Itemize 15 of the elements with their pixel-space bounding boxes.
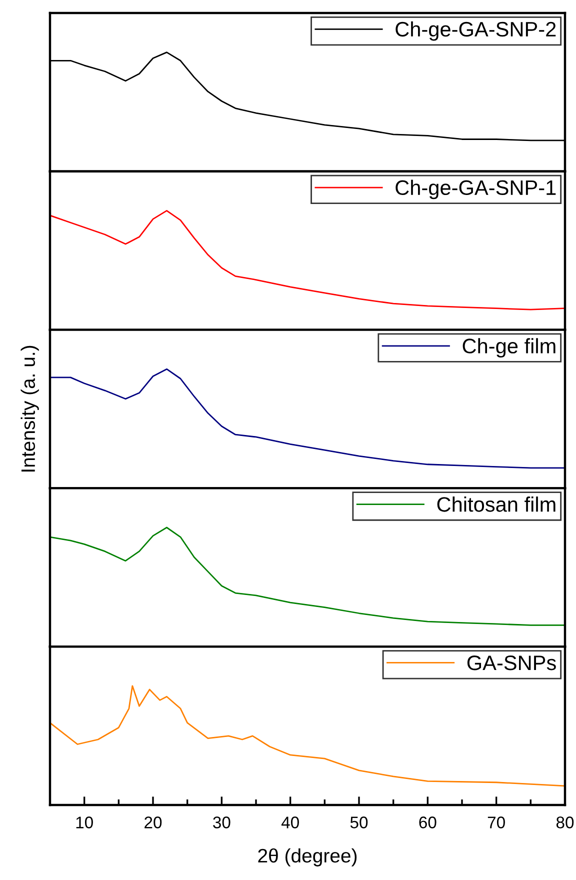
- x-tick-label: 10: [76, 816, 93, 828]
- y-axis-title: Intensity (a. u.): [20, 346, 39, 472]
- x-tick-label: 70: [488, 816, 505, 828]
- legend-label: Ch-ge-GA-SNP-1: [396, 180, 556, 200]
- legend-label: GA-SNPs: [467, 655, 556, 670]
- x-tick-label: 50: [350, 816, 368, 828]
- legend-label: Ch-ge film: [462, 338, 556, 358]
- x-tick-label: 80: [556, 816, 574, 828]
- x-tick-label: 40: [281, 816, 299, 828]
- x-tick-label: 20: [144, 816, 162, 828]
- x-axis-title: 2θ (degree): [258, 848, 357, 866]
- legend-label: Ch-ge-GA-SNP-2: [396, 21, 556, 41]
- legend-label: Chitosan film: [437, 496, 556, 512]
- x-tick-label: 60: [419, 816, 436, 828]
- x-tick-label: 30: [213, 816, 230, 828]
